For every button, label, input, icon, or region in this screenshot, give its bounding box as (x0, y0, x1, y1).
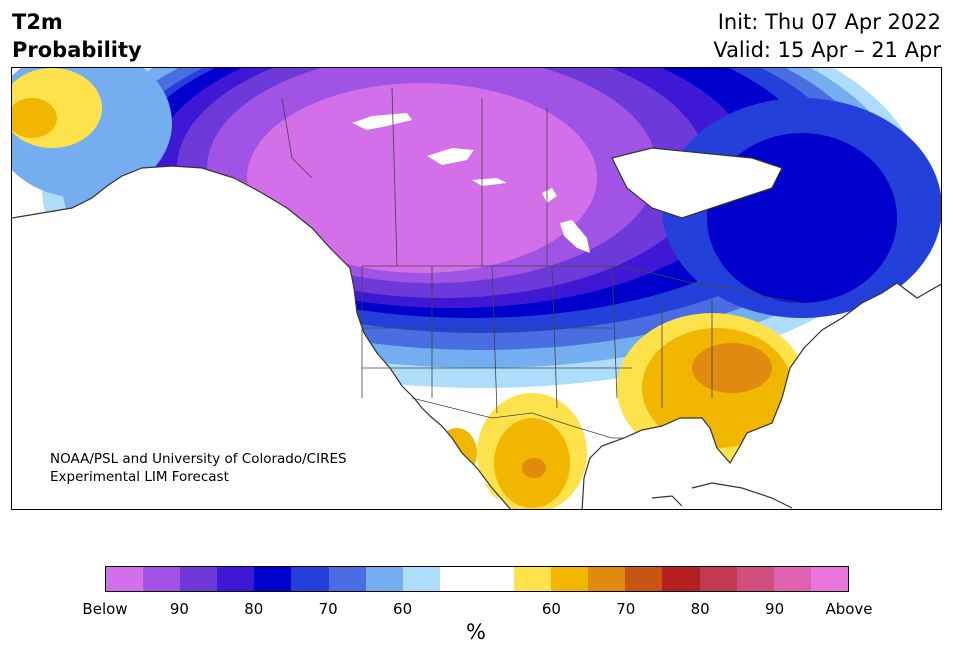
init-date: Init: Thu 07 Apr 2022 (717, 10, 941, 34)
colorbar-swatch (143, 567, 181, 591)
colorbar-tick-label: 90 (169, 600, 189, 618)
colorbar-tick-label: 60 (541, 600, 561, 618)
colorbar-swatch (736, 567, 774, 591)
product-label: Probability (12, 38, 142, 62)
colorbar-swatch (699, 567, 737, 591)
hudson-bay (612, 148, 782, 218)
valid-range: Valid: 15 Apr – 21 Apr (713, 38, 941, 62)
colorbar-swatch (551, 567, 589, 591)
colorbar-tick-label: 70 (318, 600, 338, 618)
colorbar-swatch (773, 567, 811, 591)
colorbar-tick-label: Above (825, 600, 873, 618)
colorbar-tick-label: 90 (765, 600, 785, 618)
colorbar-swatch (328, 567, 366, 591)
colorbar-tick-label: 70 (616, 600, 636, 618)
lake-shape (560, 220, 590, 253)
colorbar-tick-label: 60 (393, 600, 413, 618)
colorbar-swatch (106, 567, 144, 591)
political-borders (281, 87, 803, 439)
colorbar-tick-label: 80 (690, 600, 710, 618)
credit-line-2: Experimental LIM Forecast (50, 469, 229, 485)
colorbar (105, 566, 849, 592)
colorbar-swatch (402, 567, 440, 591)
map-canvas (12, 68, 941, 509)
colorbar-tick-label: Below (82, 600, 128, 618)
colorbar-swatch (217, 567, 255, 591)
colorbar-swatch (254, 567, 292, 591)
colorbar-unit: % (466, 620, 486, 644)
lake-shape (427, 148, 474, 165)
colorbar-swatch (291, 567, 329, 591)
colorbar-swatch (514, 567, 552, 591)
chart-title: T2m Probability (12, 8, 142, 64)
lake-shape (542, 188, 557, 203)
credit-line-1: NOAA/PSL and University of Colorado/CIRE… (50, 451, 347, 467)
colorbar-swatch (588, 567, 626, 591)
lake-shape (472, 178, 507, 186)
colorbar-swatch (180, 567, 218, 591)
colorbar-swatch (476, 567, 515, 591)
credit-text: NOAA/PSL and University of Colorado/CIRE… (50, 450, 347, 486)
colorbar-swatch (439, 567, 477, 591)
colorbar-swatch (810, 567, 848, 591)
probability-field (12, 68, 941, 509)
colorbar-swatch (365, 567, 403, 591)
forecast-dates: Init: Thu 07 Apr 2022 Valid: 15 Apr – 21… (713, 8, 941, 64)
colorbar-tick-label: 80 (244, 600, 264, 618)
colorbar-swatch (662, 567, 700, 591)
forecast-map: NOAA/PSL and University of Colorado/CIRE… (11, 67, 942, 510)
colorbar-swatch (625, 567, 663, 591)
variable-label: T2m (12, 10, 63, 34)
lake-shape (352, 113, 412, 130)
